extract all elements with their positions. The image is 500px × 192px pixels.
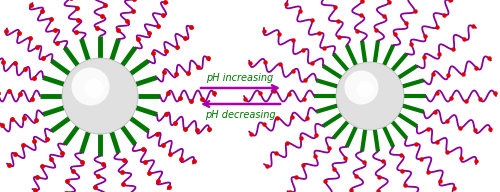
Circle shape (356, 81, 374, 98)
Circle shape (62, 58, 138, 134)
Text: pH increasing: pH increasing (206, 73, 274, 83)
Circle shape (85, 79, 104, 98)
Circle shape (336, 62, 404, 130)
Circle shape (344, 70, 378, 104)
Text: pH decreasing: pH decreasing (204, 110, 276, 120)
Circle shape (72, 68, 110, 105)
